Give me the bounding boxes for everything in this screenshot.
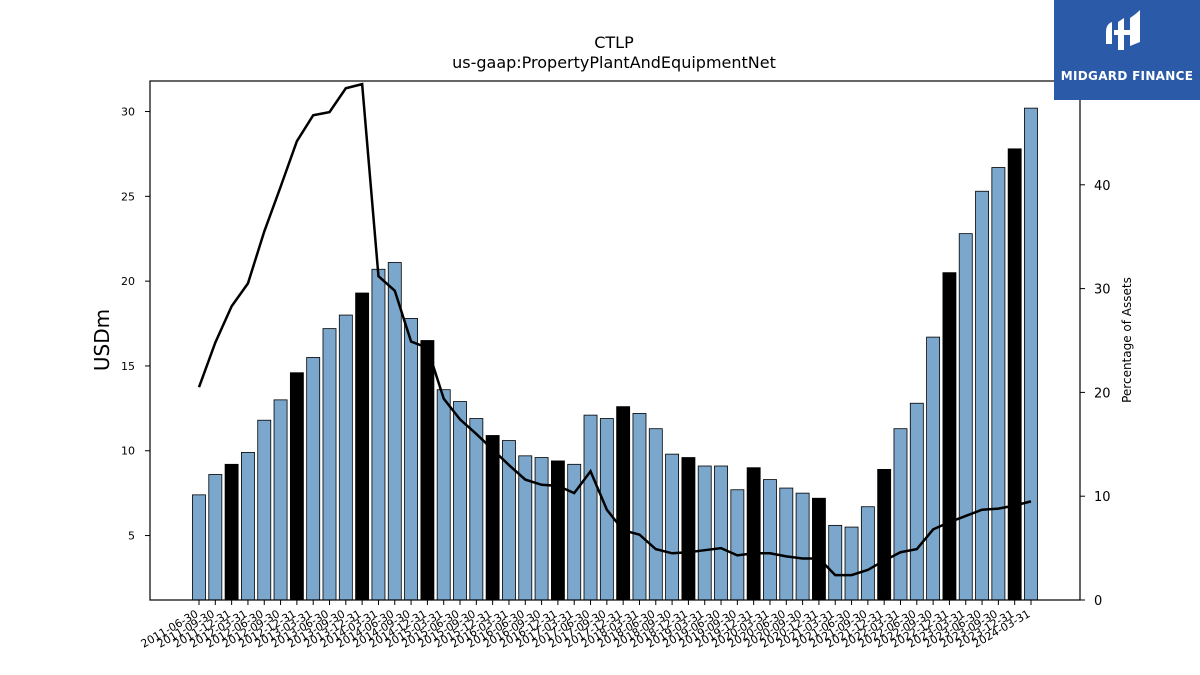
bar: [534, 457, 549, 601]
bar-series: [192, 107, 1038, 601]
bar: [1007, 148, 1022, 601]
bar: [583, 414, 598, 601]
bar: [322, 328, 337, 601]
bar: [730, 489, 745, 601]
bar: [779, 487, 794, 601]
bar: [208, 474, 223, 601]
bar: [714, 465, 728, 601]
bar: [453, 401, 467, 601]
y2-tick-label: 40: [1094, 179, 1111, 194]
percentage-line: [197, 82, 1032, 577]
bar: [436, 389, 451, 601]
plot-frame: [149, 80, 1081, 601]
bar: [485, 435, 500, 601]
y-axis-label: USDm: [90, 309, 114, 371]
bar: [469, 418, 484, 601]
y2-tick-label: 20: [1094, 386, 1111, 401]
bar: [518, 455, 533, 601]
bar: [224, 463, 239, 601]
y-tick-label: 30: [121, 106, 135, 119]
bar: [257, 419, 272, 601]
bar: [192, 494, 206, 601]
x-axis-ticks: 2011-06-302011-09-302011-12-312012-03-31…: [139, 600, 1033, 651]
bar: [795, 492, 810, 601]
bar: [877, 468, 892, 601]
brand-name: MIDGARD FINANCE: [1060, 69, 1194, 83]
bar: [860, 506, 875, 601]
y2-tick-label: 0: [1094, 594, 1102, 609]
bar: [958, 233, 973, 601]
bar: [273, 399, 288, 601]
bar: [387, 262, 402, 601]
bar: [926, 336, 941, 601]
bar: [812, 497, 826, 601]
bar: [975, 190, 989, 601]
bar: [681, 457, 696, 601]
bar: [289, 372, 304, 601]
bar: [991, 167, 1006, 601]
bar: [404, 318, 418, 601]
brand-logo: MIDGARD FINANCE: [1054, 0, 1200, 100]
y2-tick-label: 10: [1094, 490, 1111, 505]
y-tick-label: 15: [121, 360, 135, 373]
bar: [648, 428, 663, 601]
bar: [306, 357, 321, 601]
bar: [550, 460, 565, 601]
bar: [355, 292, 370, 601]
chart-subtitle: us-gaap:PropertyPlantAndEquipmentNet: [452, 53, 776, 72]
y2-tick-label: 30: [1094, 283, 1111, 298]
bar: [241, 452, 255, 601]
right-axis-ticks: 01020304050: [1080, 75, 1111, 609]
bar: [616, 406, 631, 601]
bar: [746, 467, 761, 601]
bar: [697, 465, 712, 601]
y-tick-label: 10: [121, 445, 135, 458]
left-axis-ticks: 5 10 15 20 25 30: [121, 106, 150, 543]
bar: [828, 524, 843, 601]
bar: [1024, 107, 1038, 601]
bar: [420, 340, 435, 601]
bar: [632, 413, 647, 601]
y-tick-label: 5: [128, 530, 135, 543]
bar: [942, 272, 957, 601]
bar: [893, 428, 908, 601]
bar: [844, 526, 859, 601]
bar: [763, 479, 777, 601]
y2-axis-label: Percentage of Assets: [1120, 277, 1134, 403]
bar: [338, 314, 353, 601]
bar: [371, 268, 386, 601]
y-tick-label: 20: [121, 275, 135, 288]
y-tick-label: 25: [121, 190, 135, 203]
chart-title: CTLP: [594, 33, 634, 52]
midgard-logo-icon: [1106, 10, 1140, 50]
bar: [567, 463, 582, 601]
bar: [909, 402, 924, 601]
bar: [665, 453, 680, 601]
